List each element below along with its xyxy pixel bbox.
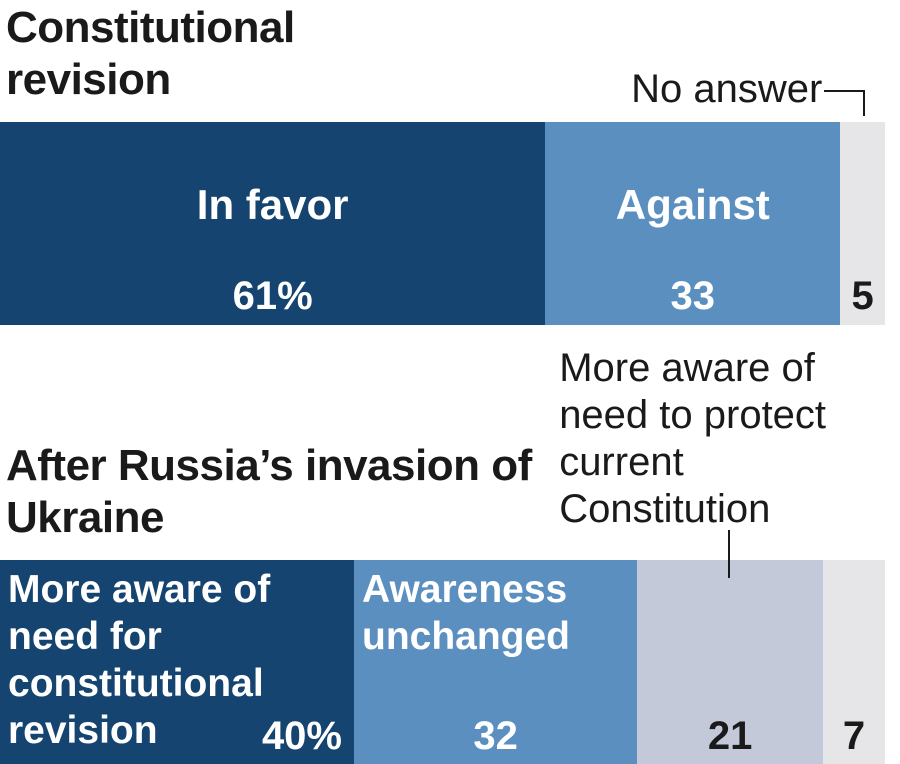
chart-title: After Russia’s invasion of Ukraine	[6, 441, 532, 542]
bar-segment	[840, 122, 885, 325]
leader-line	[862, 90, 865, 116]
value-label: 21	[707, 714, 753, 758]
bar-segment	[637, 560, 824, 764]
outside-label: More aware of need to protect current Co…	[559, 346, 827, 531]
segment-label: Against	[615, 181, 770, 228]
outside-label: No answer	[631, 67, 823, 111]
bar-segment	[823, 560, 885, 764]
value-label: 33	[670, 274, 716, 318]
bar-segment	[354, 560, 638, 764]
bar-segment	[0, 122, 546, 325]
segment-label: In favor	[196, 181, 349, 228]
segment-label: More aware of need for constitutional re…	[8, 568, 271, 752]
value-label: 32	[473, 714, 518, 758]
leader-line	[728, 530, 731, 578]
bar-segment	[545, 122, 841, 325]
value-label: 7	[842, 714, 866, 758]
segment-label: Awareness unchanged	[362, 568, 571, 658]
value-label: 5	[851, 274, 874, 318]
bar-segment	[0, 560, 354, 764]
value-label: 61%	[232, 274, 313, 318]
value-label: 40%	[261, 714, 342, 758]
chart-title: Constitutional revision	[6, 3, 295, 104]
leader-line	[824, 90, 865, 92]
